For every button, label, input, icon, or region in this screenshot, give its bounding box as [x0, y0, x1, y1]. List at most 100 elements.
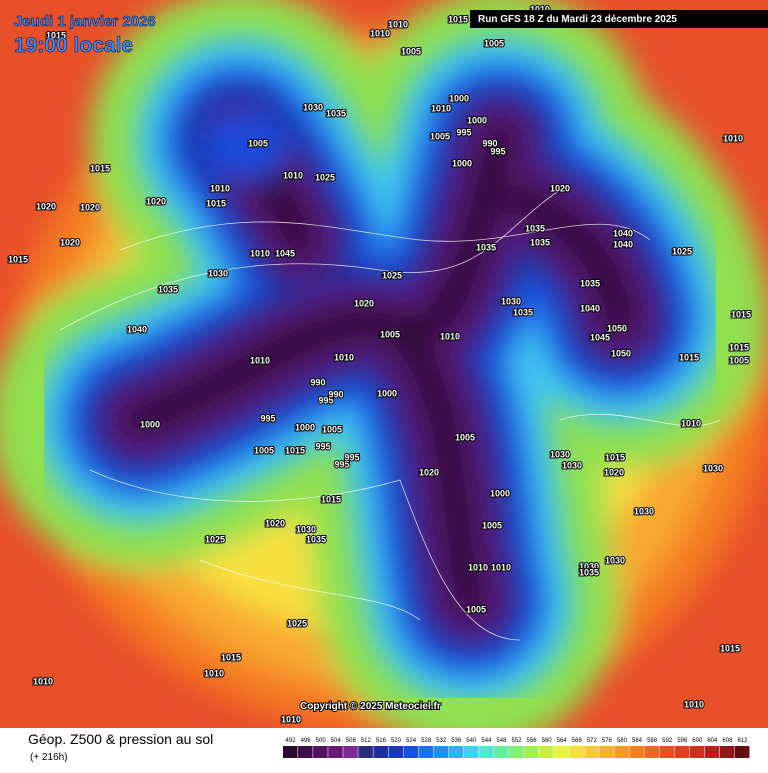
legend-swatch	[539, 746, 554, 758]
pressure-label: 1000	[295, 422, 315, 432]
legend-swatch	[734, 746, 750, 758]
pressure-label: 1035	[476, 242, 496, 252]
pressure-label: 1035	[306, 534, 326, 544]
pressure-label: 1040	[613, 228, 633, 238]
pressure-label: 1005	[729, 355, 749, 365]
legend-label: 512	[361, 738, 372, 744]
pressure-label: 995	[318, 395, 333, 405]
legend-label: 516	[376, 738, 387, 744]
pressure-label: 1010	[283, 170, 303, 180]
legend-swatch	[674, 746, 690, 758]
legend-swatch	[358, 746, 373, 758]
pressure-label: 1020	[265, 518, 285, 528]
pressure-label: 1000	[449, 93, 469, 103]
legend-label: 608	[722, 738, 733, 744]
pressure-label: 1015	[321, 494, 341, 504]
legend-swatch	[659, 746, 675, 758]
pressure-label: 1025	[205, 534, 225, 544]
pressure-label: 1050	[607, 323, 627, 333]
pressure-label: 1025	[287, 618, 307, 628]
pressure-label: 1010	[250, 248, 270, 258]
pressure-label: 1045	[590, 332, 610, 342]
legend-swatch	[343, 746, 358, 758]
legend-swatch	[283, 746, 298, 758]
legend-label: 572	[587, 738, 598, 744]
pressure-label: 1045	[275, 248, 295, 258]
pressure-label: 1030	[501, 296, 521, 306]
pressure-label: 1015	[605, 452, 625, 462]
legend-swatch	[478, 746, 494, 758]
pressure-label: 1005	[254, 445, 274, 455]
legend-label: 600	[692, 738, 703, 744]
pressure-label: 1010	[431, 103, 451, 113]
pressure-label: 1010	[204, 668, 224, 678]
pressure-label: 1010	[681, 418, 701, 428]
pressure-label: 1000	[467, 115, 487, 125]
legend-label: 544	[481, 738, 492, 744]
pressure-label: 1040	[127, 324, 147, 334]
legend-label: 560	[542, 738, 553, 744]
pressure-label: 1010	[440, 331, 460, 341]
copyright: Copyright © 2025 Meteociel.fr	[300, 701, 441, 712]
pressure-label: 1020	[146, 196, 166, 206]
pressure-label: 1005	[380, 329, 400, 339]
legend-label: 588	[647, 738, 658, 744]
legend-label: 596	[677, 738, 688, 744]
legend-label: 548	[496, 738, 507, 744]
pressure-label: 1035	[530, 237, 550, 247]
pressure-label: 990	[482, 138, 497, 148]
legend-label: 568	[572, 738, 583, 744]
pressure-label: 1015	[679, 352, 699, 362]
pressure-label: 1025	[382, 270, 402, 280]
legend-swatch	[524, 746, 539, 758]
legend-swatch	[689, 746, 705, 758]
legend-swatch	[704, 746, 720, 758]
field	[0, 0, 768, 750]
pressure-label: 1010	[468, 562, 488, 572]
pressure-label: 1035	[580, 278, 600, 288]
legend-label: 584	[632, 738, 643, 744]
pressure-label: 1030	[550, 449, 570, 459]
color-legend: 492 496 500 504 508 512 516 520 524 528 532 536 540 5…	[283, 738, 750, 758]
legend-label: 592	[662, 738, 673, 744]
legend-label: 532	[436, 738, 447, 744]
pressure-label: 1025	[672, 246, 692, 256]
pressure-label: 1020	[419, 467, 439, 477]
pressure-label: 1035	[525, 223, 545, 233]
legend-swatch	[433, 746, 449, 758]
pressure-label: 1050	[611, 348, 631, 358]
legend-label: 612	[737, 738, 748, 744]
pressure-label: 995	[490, 146, 505, 156]
legend-label: 524	[406, 738, 417, 744]
pressure-label: 1035	[579, 567, 599, 577]
pressure-label: 1015	[8, 254, 28, 264]
pressure-label: 1035	[158, 284, 178, 294]
pressure-label: 1015	[90, 163, 110, 173]
legend-swatch	[403, 746, 419, 758]
pressure-label: 1015	[720, 643, 740, 653]
legend-swatch	[599, 746, 614, 758]
pressure-label: 1040	[580, 303, 600, 313]
legend-label: 496	[301, 738, 312, 744]
pressure-label: 1030	[303, 102, 323, 112]
legend-label: 504	[331, 738, 342, 744]
pressure-label: 1020	[80, 202, 100, 212]
pressure-label: 1015	[221, 652, 241, 662]
pressure-label: 1015	[285, 445, 305, 455]
pressure-label: 995	[315, 441, 330, 451]
pressure-label: 1035	[513, 307, 533, 317]
legend-swatch	[554, 746, 569, 758]
date-label: Jeudi 1 janvier 2026	[14, 13, 156, 30]
pressure-label: 1015	[46, 30, 66, 40]
pressure-label: 1000	[452, 158, 472, 168]
pressure-label: 1010	[723, 133, 743, 143]
pressure-label: 990	[310, 377, 325, 387]
legend-label: 540	[466, 738, 477, 744]
legend-swatch	[313, 746, 328, 758]
legend-label: 552	[511, 738, 522, 744]
pressure-label: 1020	[604, 467, 624, 477]
pressure-label: 1005	[322, 424, 342, 434]
pressure-label: 1010	[210, 183, 230, 193]
pressure-label: 1020	[550, 183, 570, 193]
